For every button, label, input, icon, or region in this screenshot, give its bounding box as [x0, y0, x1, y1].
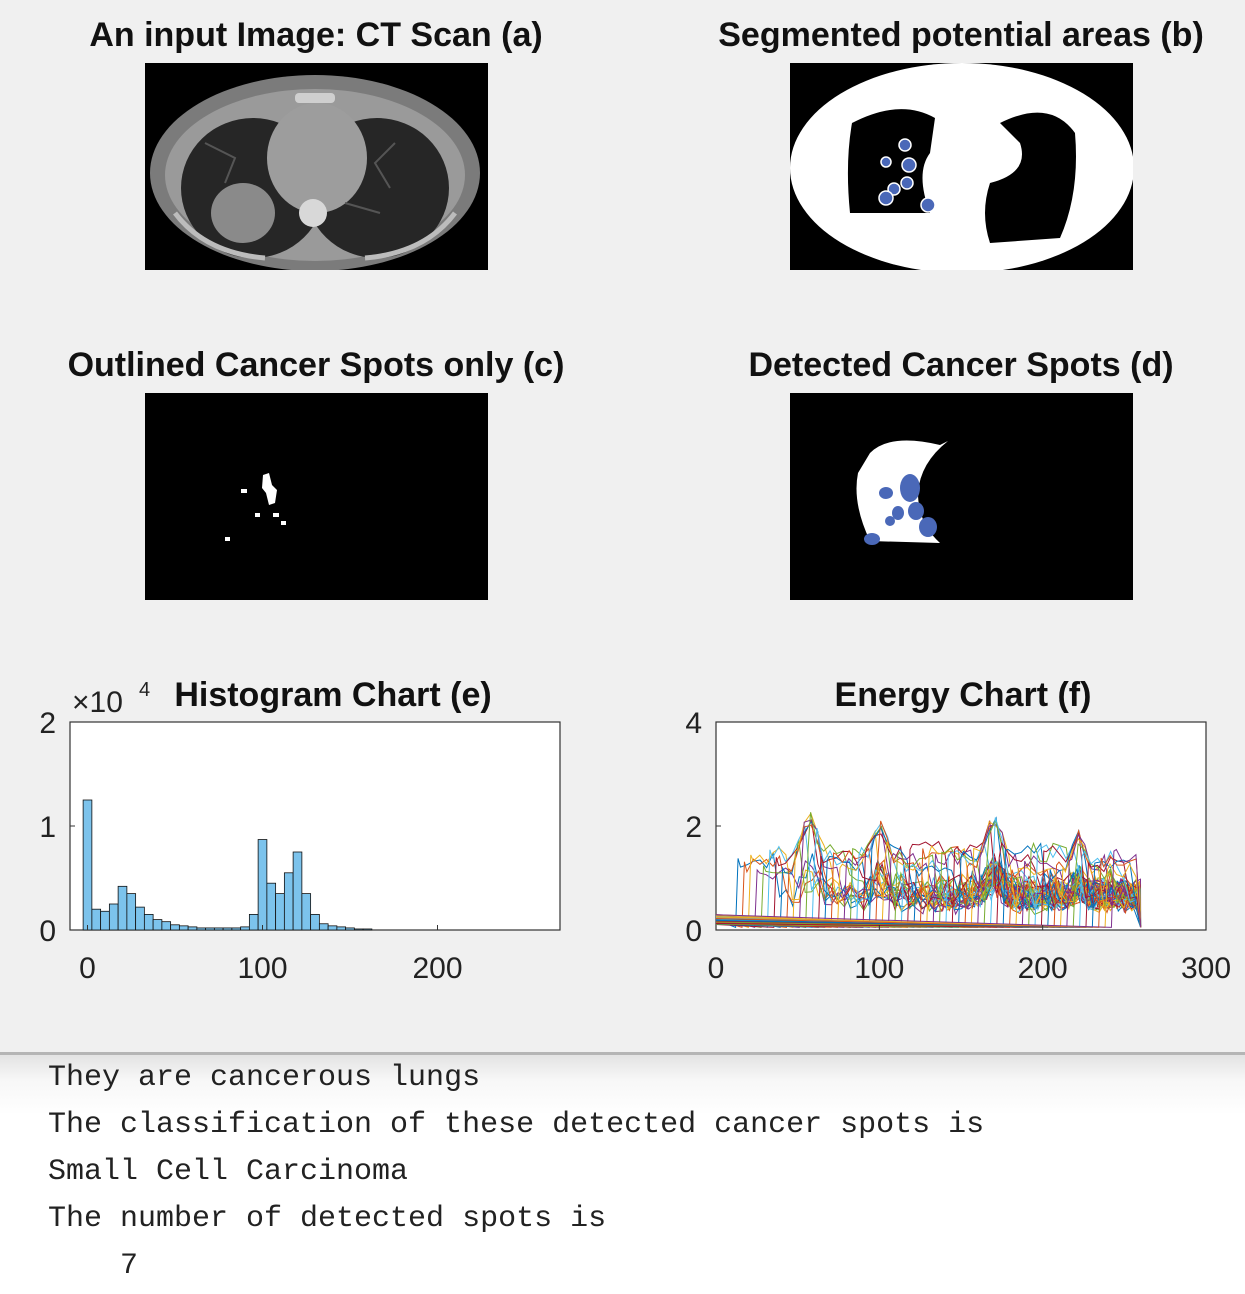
histogram-chart: ×10 4 Histogram Chart (e) 0 1 2 0 100 200	[39, 676, 561, 985]
panel-d-title: Detected Cancer Spots (d)	[748, 346, 1174, 384]
energy-ytick-label: 0	[685, 915, 702, 948]
hist-bar	[327, 925, 338, 931]
panel-c-title: Outlined Cancer Spots only (c)	[67, 346, 565, 384]
detected-spots-image	[790, 393, 1133, 600]
energy-series-line	[715, 817, 1142, 928]
hist-bar	[231, 927, 242, 931]
hist-bar	[196, 927, 207, 931]
spot-marker	[919, 517, 937, 537]
energy-title: Energy Chart (f)	[835, 676, 1092, 714]
hist-bar	[222, 927, 233, 931]
energy-xtick-label: 200	[1018, 952, 1068, 985]
hist-bar	[126, 893, 137, 931]
hist-bar	[283, 872, 294, 931]
hist-bar	[248, 913, 259, 931]
energy-series-line	[715, 829, 1142, 928]
energy-series-line	[715, 863, 1142, 928]
figure-window: An input Image: CT Scan (a) Segmented po…	[39, 16, 1232, 985]
hist-scale-exponent: 4	[139, 679, 150, 701]
hist-bar	[91, 908, 102, 931]
hist-bar	[100, 910, 110, 931]
hist-bar	[353, 928, 364, 931]
hist-xtick-label: 200	[412, 952, 462, 985]
panel-a-title: An input Image: CT Scan (a)	[89, 16, 543, 54]
energy-xtick-label: 300	[1181, 952, 1231, 985]
energy-series-line	[715, 848, 1142, 928]
energy-series-line	[715, 844, 1142, 928]
console-line: They are cancerous lungs	[48, 1061, 481, 1095]
segmented-image	[790, 63, 1133, 270]
hist-bar	[178, 925, 189, 931]
hist-bar	[301, 893, 312, 931]
console-line: The classification of these detected can…	[48, 1108, 985, 1142]
console-spot-count: 7	[48, 1249, 139, 1283]
spot-marker	[920, 197, 936, 213]
spot-marker	[900, 474, 920, 502]
hist-bar	[310, 913, 320, 931]
ct-scan-image	[145, 63, 488, 270]
energy-series-line	[715, 841, 1142, 928]
energy-series-line	[715, 820, 1142, 928]
hist-bar	[213, 927, 224, 931]
energy-series-line	[715, 842, 1142, 928]
energy-series-line	[715, 859, 1142, 928]
energy-series-line	[715, 832, 1142, 928]
spot-marker	[880, 156, 892, 168]
hist-bar	[161, 921, 172, 931]
hist-ytick-label: 2	[39, 707, 56, 740]
hist-bar	[318, 923, 329, 931]
spot-marker	[901, 157, 917, 173]
panel-b-title: Segmented potential areas (b)	[718, 16, 1204, 54]
hist-bar	[266, 882, 277, 931]
energy-ytick-label: 4	[685, 707, 702, 740]
spot-marker	[887, 182, 901, 196]
hist-bar	[345, 927, 355, 931]
outlined-spots-image	[145, 393, 488, 600]
hist-bar	[170, 924, 180, 931]
spot-marker	[879, 487, 893, 499]
hist-title: Histogram Chart (e)	[174, 676, 491, 714]
hist-xtick-label: 0	[79, 952, 96, 985]
spot-marker	[864, 533, 880, 545]
spot-marker	[892, 506, 904, 520]
hist-xtick-label: 100	[237, 952, 287, 985]
hist-bar	[108, 903, 119, 931]
hist-bar	[362, 928, 373, 931]
hist-bar	[275, 893, 285, 931]
pane-divider[interactable]	[0, 1052, 1245, 1055]
hist-ytick-label: 1	[39, 811, 56, 844]
hist-scale-label: ×10	[72, 686, 123, 719]
hist-bar	[143, 913, 154, 931]
spot-marker	[908, 502, 924, 520]
spot-marker	[900, 176, 914, 190]
energy-xtick-label: 0	[708, 952, 725, 985]
energy-ytick-label: 2	[685, 811, 702, 844]
spot-marker	[878, 190, 894, 206]
energy-chart: Energy Chart (f) 0 2 4 0 100 200 300	[685, 676, 1231, 985]
console-line: The number of detected spots is	[48, 1202, 607, 1236]
spot-marker	[898, 138, 912, 152]
hist-bar	[82, 799, 93, 931]
hist-bar	[187, 926, 198, 931]
hist-bar	[292, 851, 303, 931]
hist-ytick-label: 0	[39, 915, 56, 948]
hist-bar	[257, 839, 268, 931]
console-line: Small Cell Carcinoma	[48, 1155, 409, 1189]
hist-bar	[240, 926, 250, 931]
command-window[interactable]: They are cancerous lungs The classificat…	[0, 1055, 1245, 1294]
energy-xtick-label: 100	[854, 952, 904, 985]
hist-bar	[205, 927, 215, 931]
energy-series-line	[715, 862, 1142, 928]
spot-marker	[885, 516, 895, 526]
hist-plot-area	[69, 721, 561, 931]
hist-bar	[152, 919, 163, 931]
hist-bar	[336, 926, 347, 931]
hist-bar	[135, 906, 145, 931]
hist-bar	[117, 885, 128, 931]
